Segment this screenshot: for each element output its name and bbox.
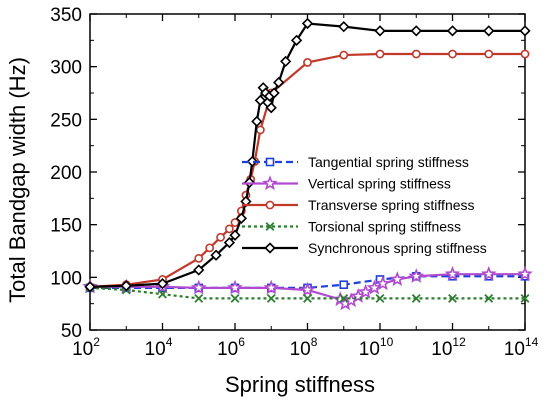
data-point <box>216 232 225 242</box>
legend-label: Synchronous spring stiffness <box>308 240 487 256</box>
data-point <box>374 25 386 37</box>
series-2 <box>82 265 533 311</box>
data-point <box>366 279 383 295</box>
data-point <box>194 253 204 263</box>
legend-item: Torsional spring stiffness <box>242 219 461 235</box>
data-point <box>375 49 385 59</box>
data-point <box>448 293 457 303</box>
data-point <box>265 102 277 114</box>
x-tick-label: 108 <box>290 335 318 360</box>
data-point <box>410 25 422 37</box>
legend-marker <box>262 175 278 191</box>
x-tick-label: 104 <box>145 335 173 360</box>
data-point <box>303 58 312 67</box>
y-tick-label: 150 <box>50 216 82 237</box>
data-point <box>357 283 374 299</box>
y-tick-label: 350 <box>50 5 82 26</box>
data-point <box>263 279 280 295</box>
data-point <box>266 293 276 303</box>
legend-label: Vertical spring stiffness <box>308 176 451 192</box>
data-point <box>338 21 350 33</box>
y-axis-title: Total Bandgap width (Hz) <box>5 57 30 303</box>
data-point <box>158 289 167 299</box>
legend-marker <box>265 157 275 167</box>
y-tick-label: 250 <box>50 110 82 131</box>
legend-marker <box>264 242 276 254</box>
data-point <box>520 293 530 303</box>
y-tick-label: 200 <box>50 163 82 184</box>
data-point <box>205 243 215 253</box>
data-point <box>190 279 207 295</box>
data-point <box>444 265 461 281</box>
data-point <box>339 293 349 303</box>
data-point <box>446 25 459 37</box>
series-4 <box>85 283 530 303</box>
data-point <box>303 293 312 303</box>
data-point <box>156 278 169 290</box>
data-point <box>193 264 205 276</box>
legend-item: Tangential spring stiffness <box>242 154 469 170</box>
data-point <box>408 268 425 283</box>
data-point <box>280 55 292 68</box>
legend-item: Transverse spring stiffness <box>242 197 475 213</box>
data-point <box>519 25 531 37</box>
legend-label: Torsional spring stiffness <box>308 219 461 235</box>
data-point <box>448 49 457 59</box>
y-tick-label: 50 <box>61 321 82 342</box>
data-point <box>84 281 96 293</box>
data-point <box>227 279 243 295</box>
legend-label: Transverse spring stiffness <box>308 197 475 213</box>
x-axis-title: Spring stiffness <box>225 372 375 397</box>
data-point <box>273 76 285 89</box>
data-point <box>484 293 494 303</box>
data-point <box>389 271 406 287</box>
data-point <box>480 265 497 281</box>
legend-marker <box>265 222 275 231</box>
series-layer <box>82 17 533 311</box>
data-point <box>339 50 349 60</box>
legend: Tangential spring stiffness Vertical spri… <box>242 154 487 256</box>
data-point <box>375 275 391 291</box>
y-tick-label: 100 <box>50 268 82 289</box>
x-tick-label: 1014 <box>504 335 539 360</box>
data-point <box>268 87 280 99</box>
data-point <box>484 49 494 59</box>
data-point <box>517 265 533 281</box>
data-point <box>339 280 349 290</box>
legend-item: Synchronous spring stiffness <box>242 240 487 256</box>
data-point <box>223 236 236 249</box>
data-point <box>230 293 240 303</box>
legend-marker <box>265 200 275 210</box>
data-point <box>375 293 385 303</box>
axes-layer: 50 100 150 200 250 300 350 102 104 106 108 1010 1012… <box>50 5 538 360</box>
series-5 <box>84 17 531 293</box>
data-point <box>251 115 263 128</box>
data-point <box>483 25 495 37</box>
data-point <box>210 249 222 261</box>
data-point <box>246 155 258 168</box>
data-point <box>224 224 234 234</box>
x-tick-label: 102 <box>72 335 100 360</box>
x-tick-label: 106 <box>217 335 245 360</box>
data-point <box>120 280 132 292</box>
data-point <box>229 229 241 241</box>
data-point <box>411 293 421 303</box>
data-point <box>301 17 314 30</box>
legend-item: Vertical spring stiffness <box>242 175 451 192</box>
data-point <box>255 125 265 135</box>
y-tick-label: 300 <box>50 58 82 79</box>
legend-label: Tangential spring stiffness <box>308 154 469 170</box>
data-point <box>230 218 240 227</box>
data-point <box>194 293 204 303</box>
data-point <box>411 49 421 59</box>
x-tick-label: 1012 <box>431 335 466 360</box>
data-point <box>235 212 248 224</box>
data-point <box>290 34 303 46</box>
x-tick-label: 1010 <box>359 335 394 360</box>
data-point <box>520 49 530 59</box>
data-point <box>299 281 316 297</box>
